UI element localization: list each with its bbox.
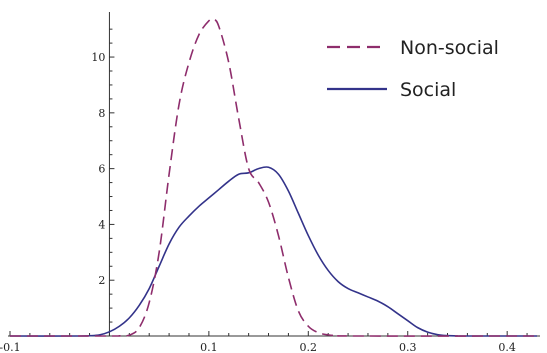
x-tick-label: 0.4 — [498, 341, 516, 353]
y-tick-label: 4 — [98, 218, 105, 231]
y-tick-label: 10 — [91, 51, 105, 64]
y-tick-label: 6 — [98, 163, 105, 176]
legend: Non-social Social — [327, 37, 499, 101]
axes: -0.1 0.1 0.2 0.3 0.4 2 4 6 8 10 — [0, 12, 540, 353]
plot-lines — [9, 17, 538, 337]
x-tick-label: 0.2 — [300, 341, 318, 353]
x-tick-label: 0.3 — [399, 341, 417, 353]
y-tick-label: 8 — [98, 107, 105, 120]
series-line-non-social — [9, 17, 538, 337]
legend-label: Social — [400, 79, 456, 101]
x-tick-label: 0.1 — [200, 341, 218, 353]
legend-label: Non-social — [400, 37, 499, 59]
series-line-social — [9, 166, 538, 337]
x-tick-label: -0.1 — [0, 341, 21, 353]
y-tick-label: 2 — [98, 274, 105, 287]
